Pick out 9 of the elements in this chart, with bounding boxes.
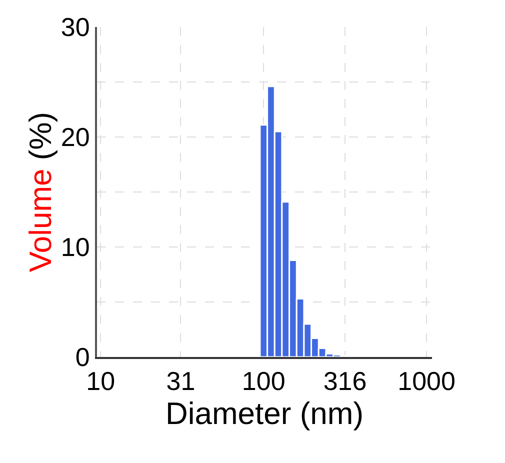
y-tick-label: 10 xyxy=(60,232,90,262)
x-tick-label: 31 xyxy=(166,366,196,396)
y-tick-label: 30 xyxy=(60,12,90,42)
x-tick-label: 316 xyxy=(323,366,367,396)
x-tick-label: 100 xyxy=(242,366,286,396)
y-axis-title: Volume (%) xyxy=(23,112,58,272)
x-tick-label: 1000 xyxy=(398,366,456,396)
x-axis-title: Diameter (nm) xyxy=(165,396,364,432)
y-tick-label: 20 xyxy=(60,122,90,152)
